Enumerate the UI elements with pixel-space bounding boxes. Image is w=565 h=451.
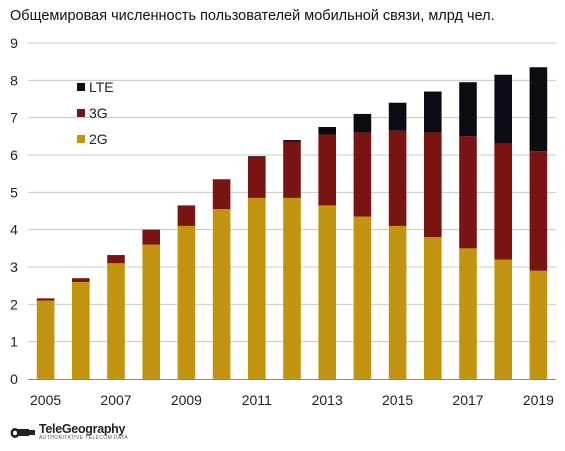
bar-3G-2017 xyxy=(459,136,477,249)
bar-2G-2012 xyxy=(283,197,301,379)
legend-label-3G: 3G xyxy=(89,105,108,121)
legend-label-2G: 2G xyxy=(89,131,108,147)
y-tick-label: 5 xyxy=(10,184,18,200)
y-tick-label: 6 xyxy=(10,147,18,163)
bar-LTE-2019 xyxy=(529,67,548,152)
x-tick-label: 2007 xyxy=(100,392,131,408)
x-tick-label: 2009 xyxy=(171,392,202,408)
bar-3G-2018 xyxy=(494,143,512,260)
bar-3G-2016 xyxy=(424,132,442,238)
legend-label-LTE: LTE xyxy=(89,79,114,95)
bar-2G-2015 xyxy=(388,225,407,379)
bar-2G-2005 xyxy=(36,300,55,379)
x-tick-label: 2017 xyxy=(452,392,483,408)
bar-LTE-2017 xyxy=(459,82,477,137)
bar-3G-2013 xyxy=(318,134,336,206)
y-tick-label: 0 xyxy=(10,371,18,387)
y-tick-label: 9 xyxy=(10,35,18,51)
bar-3G-2015 xyxy=(388,130,407,226)
legend-swatch-3G xyxy=(77,109,85,117)
bar-LTE-2015 xyxy=(388,102,407,131)
y-tick-label: 7 xyxy=(10,110,18,126)
axes: 0 1 2 3 4 5 6 7 8 9 2005 2007 2009 2011 2013 2015 2017 20… xyxy=(10,35,556,408)
bar-LTE-2011 xyxy=(248,156,266,157)
bar-2G-2010 xyxy=(212,209,231,379)
bar-2G-2011 xyxy=(248,197,266,379)
y-tick-label: 2 xyxy=(10,296,18,312)
x-tick-label: 2011 xyxy=(242,392,272,408)
bar-3G-2010 xyxy=(212,179,231,210)
bar-2G-2016 xyxy=(424,237,442,379)
x-tick-label: 2013 xyxy=(312,392,343,408)
bar-3G-2014 xyxy=(353,132,372,217)
logo-wordmark: TeleGeography xyxy=(39,422,126,436)
bar-2G-2006 xyxy=(72,281,90,379)
bar-LTE-2014 xyxy=(353,113,372,133)
y-tick-label: 8 xyxy=(10,72,18,88)
legend-swatch-LTE xyxy=(77,83,85,91)
bar-3G-2019 xyxy=(529,151,548,271)
bar-LTE-2016 xyxy=(424,91,442,133)
bar-2G-2018 xyxy=(494,259,512,379)
y-tick-label: 1 xyxy=(10,334,18,350)
bar-3G-2011 xyxy=(248,156,266,198)
telegeography-logo: TeleGeography AUTHORITATIVE TELECOM DATA xyxy=(10,418,128,446)
y-tick-label: 4 xyxy=(10,222,18,238)
legend: LTE 3G 2G xyxy=(77,79,114,147)
bar-3G-2008 xyxy=(142,229,160,245)
bar-2G-2013 xyxy=(318,205,336,379)
bar-LTE-2013 xyxy=(318,127,336,135)
bar-3G-2006 xyxy=(72,278,90,282)
bar-3G-2009 xyxy=(177,205,196,226)
bar-3G-2012 xyxy=(283,141,301,198)
y-tick-label: 3 xyxy=(10,259,18,275)
telescope-icon xyxy=(10,428,35,438)
logo-tagline: AUTHORITATIVE TELECOM DATA xyxy=(39,435,129,441)
bar-2G-2017 xyxy=(459,248,477,379)
bar-3G-2005 xyxy=(36,298,55,301)
x-tick-label: 2019 xyxy=(523,392,554,408)
bar-3G-2007 xyxy=(107,255,125,264)
bar-2G-2007 xyxy=(107,263,125,379)
bar-LTE-2018 xyxy=(494,74,512,144)
bar-2G-2009 xyxy=(177,225,196,379)
bars xyxy=(36,67,548,379)
x-tick-label: 2015 xyxy=(382,392,413,408)
bar-2G-2019 xyxy=(529,270,548,379)
bar-2G-2014 xyxy=(353,216,372,379)
bar-2G-2008 xyxy=(142,244,160,379)
chart-title: Общемировая численность пользователей мо… xyxy=(10,8,495,24)
legend-swatch-2G xyxy=(77,135,85,143)
bar-LTE-2012 xyxy=(283,140,301,142)
x-tick-label: 2005 xyxy=(30,392,61,408)
